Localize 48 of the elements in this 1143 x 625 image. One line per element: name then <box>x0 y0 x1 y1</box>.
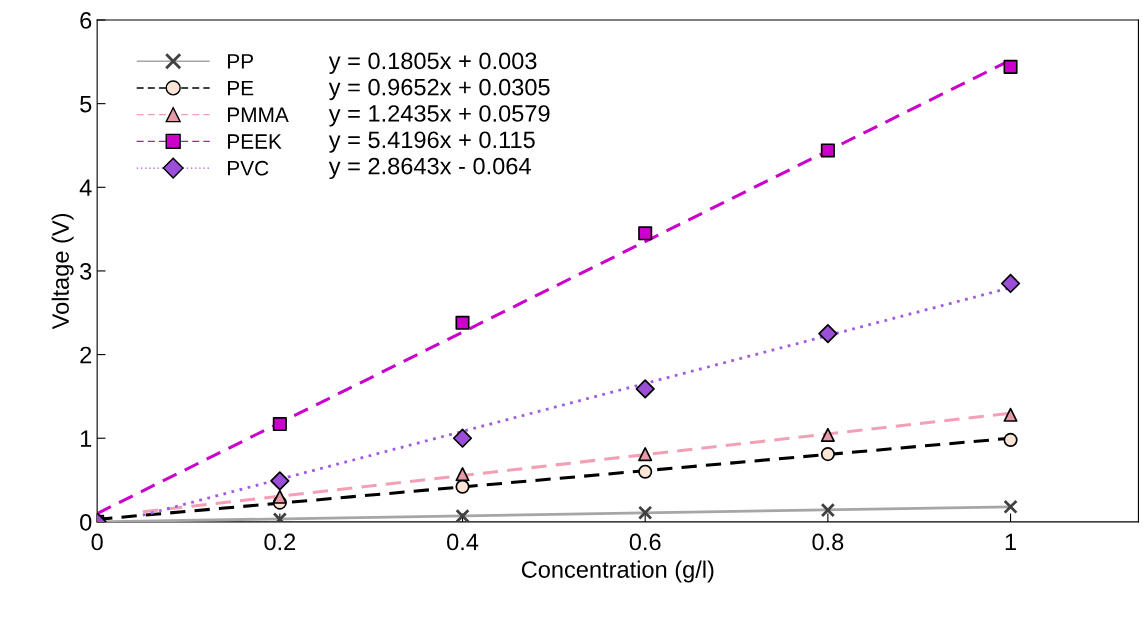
x-tick-label: 0.2 <box>264 533 296 551</box>
annotation: y = 0.1805x + 0.003 <box>328 52 537 74</box>
legend-label: PP <box>228 54 253 69</box>
annotation: y = 1.2435x + 0.0579 <box>328 105 550 127</box>
point <box>638 447 653 462</box>
point <box>637 505 653 520</box>
point <box>820 143 835 158</box>
y-tick-label: 2 <box>80 346 92 364</box>
y-tick-label: 5 <box>80 95 92 113</box>
point <box>820 427 835 442</box>
point <box>1003 499 1018 515</box>
point <box>452 428 473 448</box>
point <box>818 324 838 344</box>
annotation: y = 2.8643x - 0.064 <box>328 157 531 180</box>
x-tick-label: 0.6 <box>629 533 661 551</box>
point <box>635 379 655 399</box>
point <box>270 471 290 491</box>
legend-label: PEEK <box>228 134 282 149</box>
x-tick-label: 0.4 <box>447 533 479 551</box>
point <box>272 416 287 432</box>
y-tick-label: 4 <box>79 179 92 196</box>
legend-label: PMMA <box>228 107 289 122</box>
y-tick-label: 0 <box>80 513 92 531</box>
y-axis-title: Voltage (V) <box>51 213 74 330</box>
point <box>820 502 836 518</box>
point <box>1003 432 1018 447</box>
point <box>455 315 470 330</box>
x-tick-label: 0 <box>91 533 103 551</box>
annotation: y = 5.4196x + 0.115 <box>328 131 535 153</box>
point <box>272 489 287 504</box>
point <box>820 447 835 462</box>
y-tick-label: 6 <box>80 12 92 29</box>
point <box>638 226 653 241</box>
x-axis-title: Concentration (g/l) <box>521 560 714 583</box>
point <box>1000 273 1021 294</box>
point <box>455 479 470 494</box>
y-tick-label: 1 <box>80 430 92 447</box>
x-tick-label: 0.8 <box>812 533 844 551</box>
point <box>455 467 470 482</box>
annotation: y = 0.9652x + 0.0305 <box>328 78 550 101</box>
legend-label: PVC <box>228 160 269 176</box>
x-tick-label: 1 <box>1005 533 1016 551</box>
legend-label: PE <box>228 80 254 96</box>
point <box>1003 407 1018 422</box>
point <box>638 464 653 479</box>
point <box>1003 59 1018 74</box>
point <box>455 508 470 522</box>
y-tick-label: 3 <box>80 263 92 280</box>
